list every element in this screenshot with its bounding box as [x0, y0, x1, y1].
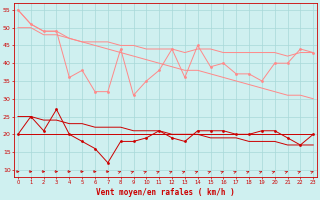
X-axis label: Vent moyen/en rafales ( km/h ): Vent moyen/en rafales ( km/h )	[96, 188, 235, 197]
